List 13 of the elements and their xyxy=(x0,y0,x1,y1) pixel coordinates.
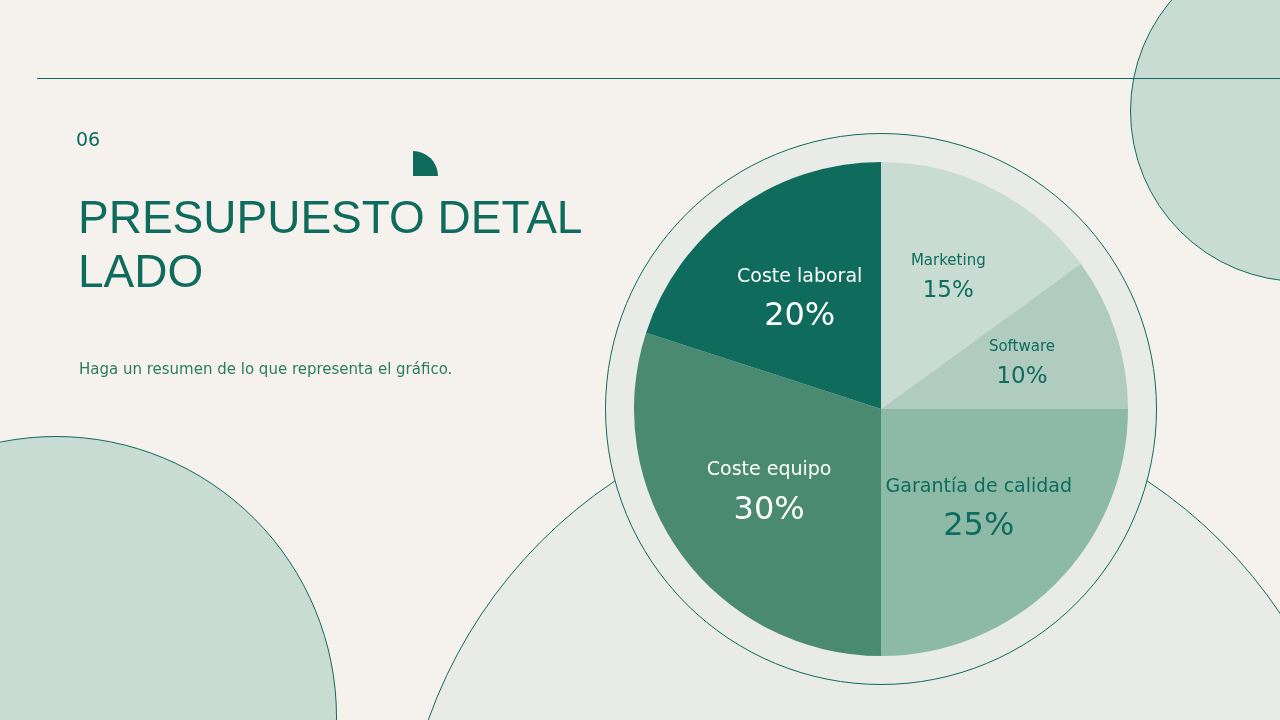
slice-label: Garantía de calidad xyxy=(885,473,1073,496)
data-label: 15% xyxy=(922,275,974,302)
data-label: 30% xyxy=(733,488,805,527)
text: PRESUPUESTO DETALLADO xyxy=(78,190,584,298)
text: Haga un resumen de lo que representa el gráfico. xyxy=(79,360,453,378)
slice-label: Marketing xyxy=(910,250,986,269)
data-label: 10% xyxy=(996,362,1048,389)
data-label: 25% xyxy=(943,505,1015,544)
text: 06 xyxy=(76,128,101,150)
data-label: 20% xyxy=(764,295,836,334)
slice-label: Software xyxy=(988,337,1056,356)
slice-label: Coste laboral xyxy=(737,264,863,287)
slice-label: Coste equipo xyxy=(706,457,832,480)
